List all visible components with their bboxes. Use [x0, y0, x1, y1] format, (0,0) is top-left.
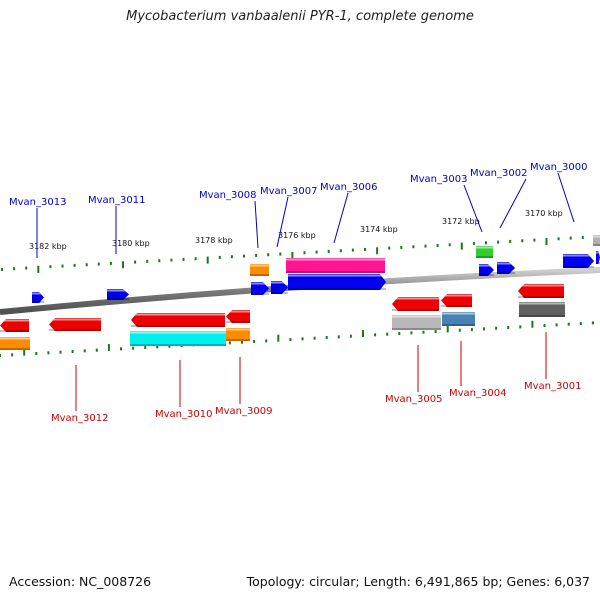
label-leader-line [463, 184, 483, 233]
gene-shape[interactable] [0, 337, 30, 350]
gene-label-top: Mvan_3011 [88, 195, 145, 206]
gene-feature[interactable] [32, 292, 44, 303]
label-leader-line [499, 178, 527, 229]
gene-feature[interactable] [226, 328, 250, 341]
map-title: Mycobacterium vanbaalenii PYR-1, complet… [126, 9, 474, 24]
gene-shape[interactable] [251, 282, 269, 295]
label-leader-line [557, 172, 575, 223]
gene-label-top: Mvan_3008 [199, 190, 256, 201]
gene-shape[interactable] [518, 284, 564, 298]
gene-shape[interactable] [441, 294, 472, 307]
gene-shape[interactable] [107, 289, 129, 300]
gene-shape[interactable] [271, 281, 288, 294]
gene-shape[interactable] [563, 254, 594, 268]
gene-feature[interactable] [596, 251, 600, 264]
gene-feature[interactable] [476, 246, 493, 258]
label-leader-line [276, 196, 289, 248]
gene-feature[interactable] [49, 318, 101, 331]
gene-feature[interactable] [441, 294, 472, 307]
scale-label: 3178 kbp [195, 236, 233, 245]
gene-feature[interactable] [593, 235, 600, 246]
gene-feature[interactable] [479, 264, 494, 276]
scale-label: 3180 kbp [112, 239, 150, 248]
gene-feature[interactable] [442, 312, 475, 326]
gene-features [0, 235, 600, 350]
gene-label-top: Mvan_3007 [260, 186, 317, 197]
scale-ticks-top [1, 235, 596, 273]
scale-label: 3172 kbp [442, 217, 480, 226]
gene-feature[interactable] [563, 254, 594, 268]
gene-feature[interactable] [286, 258, 385, 273]
gene-shape[interactable] [226, 310, 250, 323]
gene-feature[interactable] [130, 331, 226, 346]
gene-shape[interactable] [49, 318, 101, 331]
gene-shape[interactable] [479, 264, 494, 276]
gene-feature[interactable] [519, 302, 565, 317]
gene-feature[interactable] [271, 281, 288, 294]
gene-shape[interactable] [596, 251, 600, 264]
gene-shape[interactable] [392, 315, 441, 330]
gene-shape[interactable] [250, 264, 269, 276]
label-leader-line [333, 192, 349, 244]
gene-shape[interactable] [476, 246, 493, 258]
gene-label-top: Mvan_3006 [320, 182, 377, 193]
gene-label-bottom: Mvan_3005 [385, 394, 442, 405]
gene-label-bottom: Mvan_3001 [524, 381, 581, 392]
gene-shape[interactable] [288, 274, 386, 290]
gene-feature[interactable] [250, 264, 269, 276]
gene-shape[interactable] [226, 328, 250, 341]
gene-shape[interactable] [593, 235, 600, 246]
gene-label-bottom: Mvan_3004 [449, 388, 506, 399]
gene-label-bottom: Mvan_3012 [51, 413, 108, 424]
gene-feature[interactable] [251, 282, 269, 295]
gene-shape[interactable] [130, 331, 226, 346]
gene-label-top: Mvan_3000 [530, 162, 587, 173]
gene-label-bottom: Mvan_3010 [155, 409, 212, 420]
gene-shape[interactable] [32, 292, 44, 303]
gene-shape[interactable] [392, 297, 439, 311]
gene-label-bottom: Mvan_3009 [215, 406, 272, 417]
gene-shape[interactable] [497, 262, 515, 274]
gene-shape[interactable] [519, 302, 565, 317]
gene-label-top: Mvan_3003 [410, 174, 467, 185]
gene-feature[interactable] [107, 289, 129, 300]
scale-label: 3174 kbp [360, 225, 398, 234]
gene-shape[interactable] [442, 312, 475, 326]
gene-shape[interactable] [131, 313, 225, 327]
gene-labels: Mvan_3013 Mvan_3011 Mvan_3008 Mvan_3007 Mvan… [9, 162, 587, 424]
gene-feature[interactable] [288, 274, 386, 290]
gene-feature[interactable] [497, 262, 515, 274]
gene-label-top: Mvan_3013 [9, 197, 66, 208]
gene-shape[interactable] [0, 319, 29, 332]
gene-shape[interactable] [286, 258, 385, 273]
topology-text: Topology: circular; Length: 6,491,865 bp… [246, 574, 590, 589]
label-leader-line [254, 200, 259, 249]
gene-label-top: Mvan_3002 [470, 168, 527, 179]
scale-label: 3182 kbp [29, 242, 67, 251]
gene-feature[interactable] [0, 319, 29, 332]
gene-feature[interactable] [392, 297, 439, 311]
gene-feature[interactable] [0, 337, 30, 350]
gene-feature[interactable] [392, 315, 441, 330]
scale-labels: 3182 kbp 3180 kbp 3178 kbp 3176 kbp 3174 kbp… [29, 209, 563, 251]
scale-label: 3176 kbp [278, 231, 316, 240]
gene-feature[interactable] [226, 310, 250, 323]
gene-feature[interactable] [518, 284, 564, 298]
accession-text: Accession: NC_008726 [9, 574, 152, 589]
scale-label: 3170 kbp [525, 209, 563, 218]
gene-feature[interactable] [131, 313, 225, 327]
